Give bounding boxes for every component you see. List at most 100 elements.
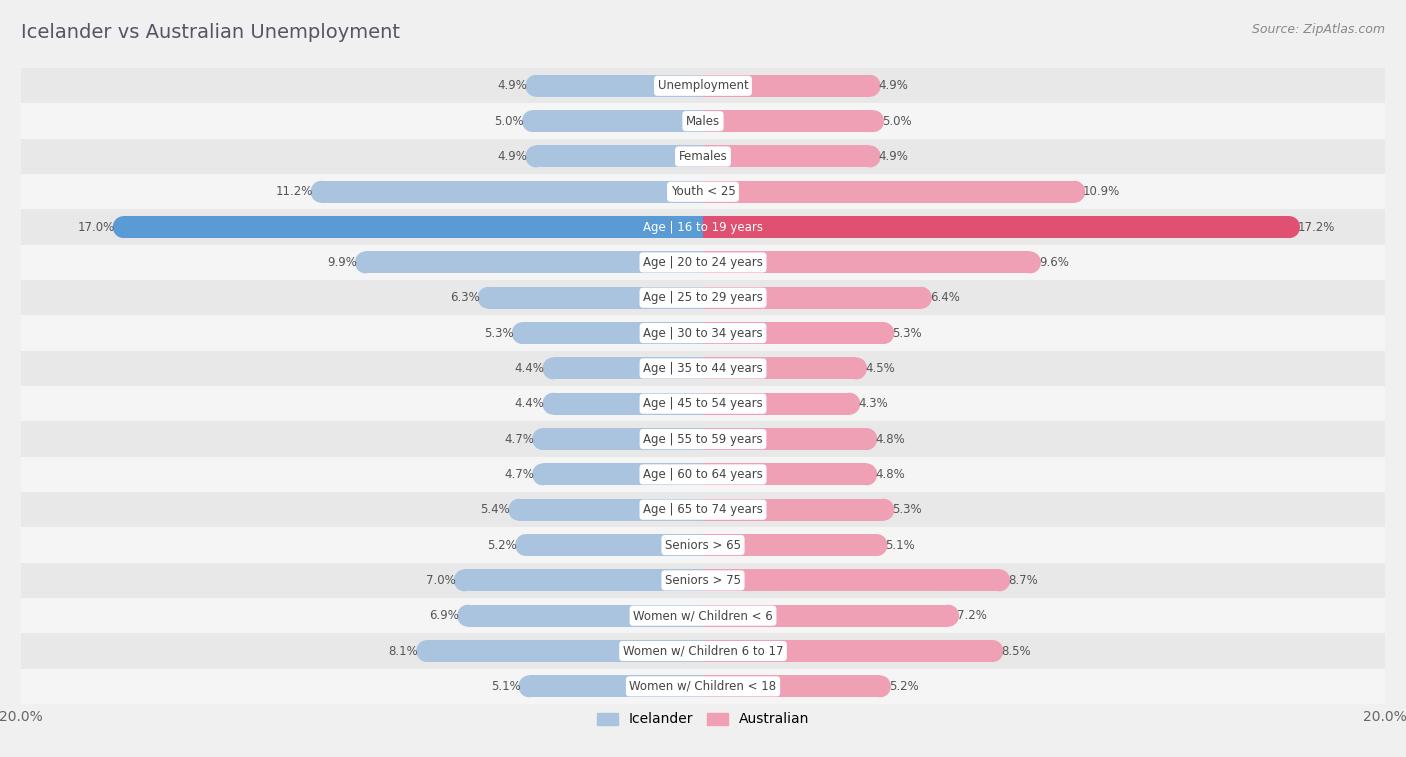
Bar	[536, 75, 703, 97]
Text: Age | 60 to 64 years: Age | 60 to 64 years	[643, 468, 763, 481]
Bar	[21, 562, 1385, 598]
Text: 4.5%: 4.5%	[865, 362, 894, 375]
Text: Age | 20 to 24 years: Age | 20 to 24 years	[643, 256, 763, 269]
Bar	[536, 145, 703, 167]
Text: 4.9%: 4.9%	[879, 79, 908, 92]
Bar	[703, 640, 993, 662]
Text: Age | 16 to 19 years: Age | 16 to 19 years	[643, 220, 763, 234]
Bar	[703, 393, 849, 415]
Text: Age | 25 to 29 years: Age | 25 to 29 years	[643, 291, 763, 304]
Circle shape	[512, 322, 533, 344]
Text: 5.3%: 5.3%	[893, 326, 922, 340]
Text: Women w/ Children 6 to 17: Women w/ Children 6 to 17	[623, 644, 783, 658]
Text: 9.6%: 9.6%	[1039, 256, 1069, 269]
Text: Age | 35 to 44 years: Age | 35 to 44 years	[643, 362, 763, 375]
Circle shape	[856, 463, 877, 485]
Text: 4.9%: 4.9%	[498, 79, 527, 92]
Text: 17.0%: 17.0%	[77, 220, 115, 234]
Circle shape	[543, 357, 564, 379]
Bar	[21, 139, 1385, 174]
Bar	[703, 463, 866, 485]
Text: 4.8%: 4.8%	[875, 432, 905, 446]
Bar	[703, 111, 873, 132]
Text: Unemployment: Unemployment	[658, 79, 748, 92]
Text: 4.4%: 4.4%	[515, 362, 544, 375]
Circle shape	[454, 569, 475, 591]
Text: 6.4%: 6.4%	[929, 291, 960, 304]
Bar	[703, 145, 870, 167]
Circle shape	[354, 251, 375, 273]
Bar	[526, 534, 703, 556]
Bar	[553, 393, 703, 415]
Text: 8.7%: 8.7%	[1008, 574, 1038, 587]
Bar	[21, 280, 1385, 316]
Text: 17.2%: 17.2%	[1298, 220, 1336, 234]
Text: 9.9%: 9.9%	[328, 256, 357, 269]
Bar	[703, 251, 1031, 273]
Bar	[21, 245, 1385, 280]
Text: 7.2%: 7.2%	[957, 609, 987, 622]
Text: 5.4%: 5.4%	[481, 503, 510, 516]
Bar	[703, 75, 870, 97]
Circle shape	[873, 499, 894, 521]
Bar	[21, 210, 1385, 245]
Text: 5.3%: 5.3%	[893, 503, 922, 516]
Circle shape	[112, 217, 134, 238]
Text: 4.9%: 4.9%	[879, 150, 908, 163]
Bar	[703, 675, 880, 697]
Bar	[488, 287, 703, 309]
Bar	[21, 350, 1385, 386]
Bar	[21, 634, 1385, 668]
Text: 5.0%: 5.0%	[495, 114, 524, 128]
Bar	[464, 569, 703, 591]
Bar	[321, 181, 703, 203]
Bar	[703, 605, 949, 627]
Text: 11.2%: 11.2%	[276, 185, 312, 198]
Circle shape	[533, 463, 554, 485]
Text: 4.8%: 4.8%	[875, 468, 905, 481]
Text: 5.1%: 5.1%	[886, 538, 915, 552]
Legend: Icelander, Australian: Icelander, Australian	[591, 707, 815, 732]
Circle shape	[988, 569, 1010, 591]
Bar	[703, 534, 877, 556]
Circle shape	[863, 111, 884, 132]
Text: 5.3%: 5.3%	[484, 326, 513, 340]
Text: 8.1%: 8.1%	[388, 644, 419, 658]
Circle shape	[533, 428, 554, 450]
Circle shape	[457, 605, 478, 627]
Bar	[21, 492, 1385, 528]
Bar	[522, 322, 703, 344]
Circle shape	[1279, 217, 1301, 238]
Bar	[21, 68, 1385, 104]
Text: Females: Females	[679, 150, 727, 163]
Bar	[21, 668, 1385, 704]
Circle shape	[839, 393, 860, 415]
Text: 4.7%: 4.7%	[505, 468, 534, 481]
Circle shape	[478, 287, 499, 309]
Bar	[553, 357, 703, 379]
Bar	[703, 217, 1289, 238]
Circle shape	[873, 322, 894, 344]
Bar	[21, 598, 1385, 634]
Text: 7.0%: 7.0%	[426, 574, 456, 587]
Circle shape	[509, 499, 530, 521]
Circle shape	[870, 675, 891, 697]
Text: Seniors > 65: Seniors > 65	[665, 538, 741, 552]
Bar	[703, 499, 884, 521]
Circle shape	[846, 357, 868, 379]
Bar	[519, 499, 703, 521]
Circle shape	[911, 287, 932, 309]
Bar	[21, 386, 1385, 422]
Circle shape	[519, 675, 540, 697]
Bar	[21, 174, 1385, 210]
Text: 6.9%: 6.9%	[429, 609, 460, 622]
Circle shape	[856, 428, 877, 450]
Text: Youth < 25: Youth < 25	[671, 185, 735, 198]
Text: Age | 45 to 54 years: Age | 45 to 54 years	[643, 397, 763, 410]
Bar	[703, 181, 1074, 203]
Bar	[427, 640, 703, 662]
Text: Age | 55 to 59 years: Age | 55 to 59 years	[643, 432, 763, 446]
Text: 4.3%: 4.3%	[858, 397, 887, 410]
Circle shape	[416, 640, 437, 662]
Bar	[468, 605, 703, 627]
